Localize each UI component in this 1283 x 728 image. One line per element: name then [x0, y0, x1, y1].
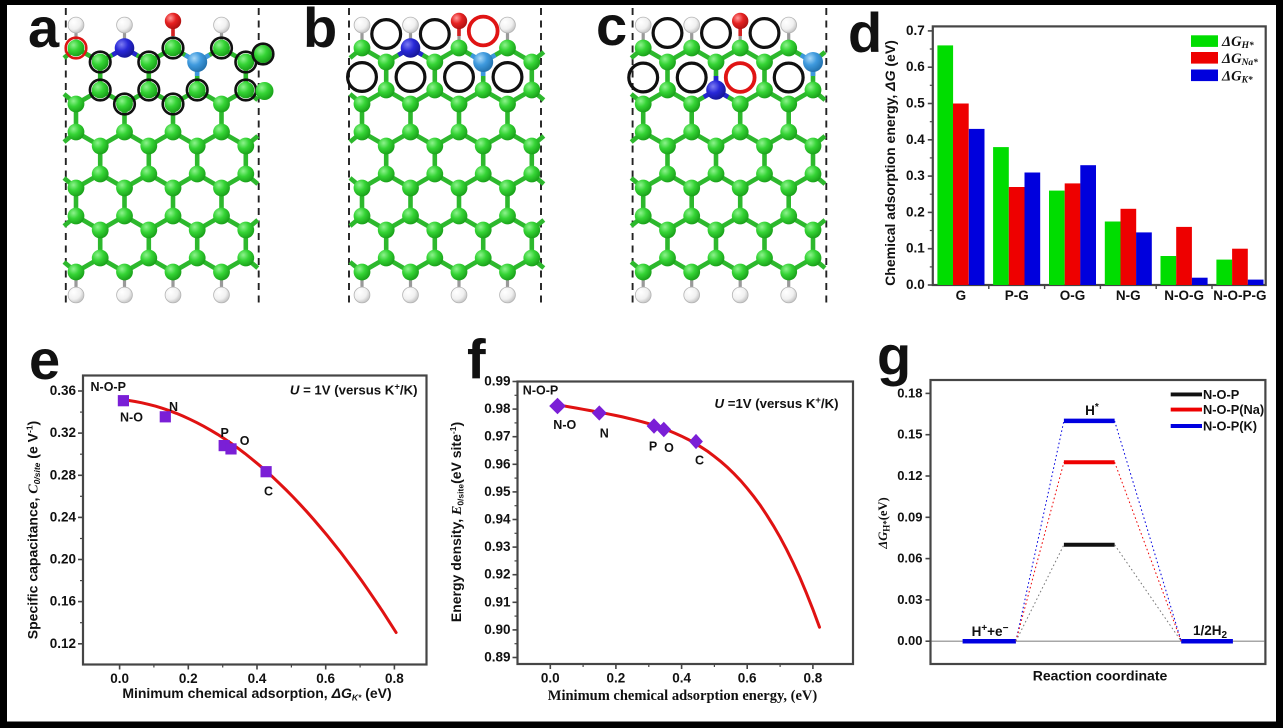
- svg-text:0.00: 0.00: [897, 633, 922, 648]
- svg-text:0.06: 0.06: [897, 551, 922, 566]
- svg-text:0.16: 0.16: [50, 594, 77, 609]
- svg-text:0.36: 0.36: [50, 383, 77, 398]
- svg-text:0.28: 0.28: [50, 467, 77, 482]
- svg-text:0.6: 0.6: [738, 671, 757, 686]
- svg-text:0.5: 0.5: [906, 96, 925, 111]
- svg-text:N-O-P-G: N-O-P-G: [1213, 288, 1266, 303]
- svg-text:0.94: 0.94: [484, 512, 511, 527]
- svg-text:0.24: 0.24: [50, 509, 77, 524]
- svg-text:0.12: 0.12: [50, 636, 76, 651]
- svg-text:0.0: 0.0: [110, 671, 129, 686]
- svg-text:ΔGH*(eV): ΔGH*(eV): [876, 497, 892, 549]
- svg-text:0.2: 0.2: [179, 671, 198, 686]
- svg-text:0.3: 0.3: [906, 168, 925, 183]
- svg-text:0.89: 0.89: [484, 650, 510, 665]
- svg-text:0.90: 0.90: [484, 622, 510, 637]
- svg-text:C: C: [695, 454, 704, 468]
- svg-text:N-O-P: N-O-P: [91, 380, 126, 394]
- svg-text:e: e: [29, 328, 60, 391]
- svg-text:Specific capacitance, C0/site: Specific capacitance, C0/site (e V-1): [25, 421, 43, 639]
- svg-text:0.4: 0.4: [248, 671, 267, 686]
- svg-text:b: b: [303, 0, 337, 59]
- svg-text:0.0: 0.0: [541, 671, 560, 686]
- svg-text:N-O-G: N-O-G: [1164, 288, 1204, 303]
- svg-text:O: O: [240, 434, 250, 448]
- svg-text:0.4: 0.4: [906, 132, 925, 147]
- svg-text:Energy density, E0/site(eV sit: Energy density, E0/site(eV site-1): [448, 422, 466, 622]
- svg-text:0.93: 0.93: [484, 539, 511, 554]
- svg-text:0.6: 0.6: [316, 671, 335, 686]
- svg-text:N-O-P(K): N-O-P(K): [1203, 419, 1257, 434]
- svg-text:0.91: 0.91: [484, 594, 511, 609]
- svg-text:0.32: 0.32: [50, 425, 76, 440]
- svg-text:0.18: 0.18: [897, 385, 922, 400]
- svg-text:C: C: [264, 485, 273, 499]
- svg-text:O: O: [664, 441, 674, 455]
- svg-text:N-O-P: N-O-P: [1203, 387, 1240, 402]
- svg-text:H++e−: H++e−: [972, 623, 1009, 639]
- svg-text:G: G: [956, 288, 967, 303]
- svg-text:N: N: [169, 400, 178, 414]
- svg-text:U = 1V (versus K+/K): U = 1V (versus K+/K): [290, 382, 418, 398]
- svg-text:N-O: N-O: [120, 411, 143, 425]
- svg-text:0.6: 0.6: [906, 59, 925, 74]
- svg-text:0.8: 0.8: [804, 671, 823, 686]
- svg-text:P-G: P-G: [1005, 288, 1029, 303]
- svg-text:0.2: 0.2: [906, 204, 925, 219]
- svg-text:0.12: 0.12: [897, 468, 922, 483]
- svg-text:0.92: 0.92: [484, 567, 510, 582]
- svg-text:P: P: [649, 440, 657, 454]
- svg-text:c: c: [596, 0, 627, 57]
- svg-text:N-O: N-O: [553, 418, 576, 432]
- svg-text:0.2: 0.2: [607, 671, 626, 686]
- svg-text:P: P: [221, 426, 229, 440]
- svg-text:0.96: 0.96: [484, 456, 511, 471]
- svg-text:f: f: [467, 328, 486, 391]
- svg-text:a: a: [28, 0, 60, 59]
- svg-text:0.95: 0.95: [484, 484, 511, 499]
- svg-text:Minimum chemical adsorption, Δ: Minimum chemical adsorption, ΔGK* (eV): [122, 685, 391, 703]
- svg-text:1/2H2: 1/2H2: [1193, 623, 1228, 641]
- svg-text:0.7: 0.7: [906, 23, 925, 38]
- svg-text:N-O-P: N-O-P: [523, 384, 558, 398]
- svg-text:0.0: 0.0: [906, 277, 925, 292]
- svg-text:0.4: 0.4: [672, 671, 691, 686]
- svg-text:Chemical adsorption energy, ΔG: Chemical adsorption energy, ΔG (eV): [882, 40, 898, 286]
- svg-text:Minimum chemical adsorption en: Minimum chemical adsorption energy, (eV): [548, 688, 818, 704]
- svg-text:0.8: 0.8: [385, 671, 404, 686]
- svg-text:O-G: O-G: [1060, 288, 1086, 303]
- svg-text:0.15: 0.15: [897, 427, 922, 442]
- svg-text:g: g: [877, 324, 911, 387]
- svg-text:U =1V (versus K+/K): U =1V (versus K+/K): [715, 395, 839, 411]
- svg-text:N: N: [600, 427, 609, 441]
- svg-text:0.98: 0.98: [484, 401, 511, 416]
- svg-text:0.09: 0.09: [897, 509, 922, 524]
- svg-text:d: d: [848, 1, 882, 64]
- svg-text:0.03: 0.03: [897, 592, 922, 607]
- svg-text:0.1: 0.1: [906, 241, 925, 256]
- svg-text:N-G: N-G: [1116, 288, 1141, 303]
- svg-text:Reaction coordinate: Reaction coordinate: [1033, 668, 1168, 684]
- svg-text:N-O-P(Na): N-O-P(Na): [1203, 402, 1264, 417]
- svg-text:0.97: 0.97: [484, 429, 510, 444]
- svg-text:0.99: 0.99: [484, 374, 510, 389]
- svg-text:0.20: 0.20: [50, 552, 76, 567]
